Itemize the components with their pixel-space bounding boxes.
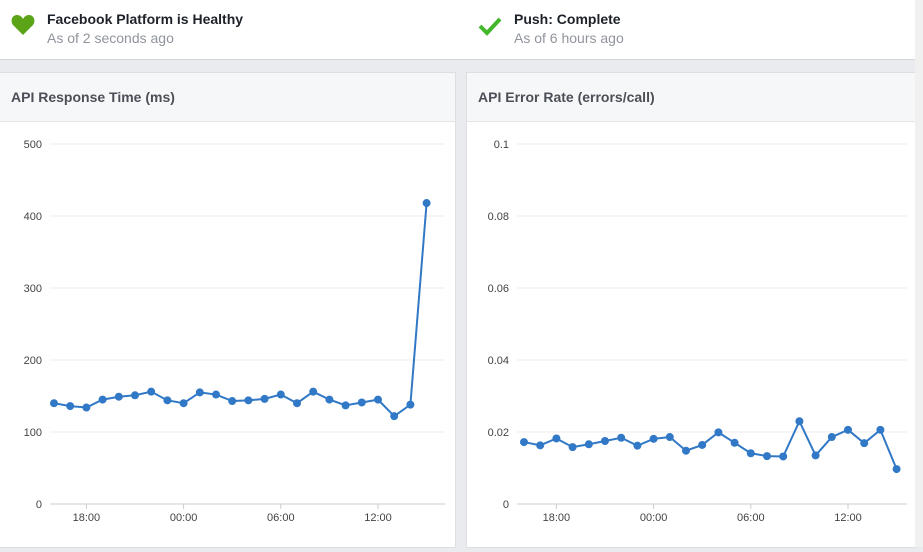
x-tick-label: 06:00: [737, 512, 765, 524]
data-point: [795, 417, 804, 426]
data-point: [568, 443, 577, 452]
data-point: [584, 440, 593, 449]
data-point: [212, 390, 220, 399]
data-point: [195, 388, 204, 397]
data-point: [422, 199, 431, 208]
data-point: [682, 446, 690, 455]
status-bar: Facebook Platform is Healthy As of 2 sec…: [0, 0, 923, 60]
data-point: [357, 398, 366, 407]
x-tick-label: 00:00: [170, 512, 198, 524]
data-point: [293, 399, 301, 408]
data-point: [714, 428, 723, 437]
data-point: [520, 438, 528, 447]
data-point: [228, 397, 237, 406]
push-status: Push: Complete As of 6 hours ago: [514, 11, 624, 46]
data-point: [536, 441, 545, 450]
data-point: [698, 440, 707, 449]
x-tick-label: 00:00: [640, 512, 668, 524]
error-rate-panel: API Error Rate (errors/call) 0 0.02 0.04 0.…: [466, 72, 916, 548]
y-tick-label: 0.1: [494, 139, 509, 151]
data-point: [665, 433, 674, 442]
data-point: [276, 390, 285, 399]
x-tick-label: 18:00: [73, 512, 101, 524]
data-point: [244, 396, 253, 405]
data-point: [617, 433, 626, 442]
series-line: [53, 202, 428, 418]
data-point: [131, 391, 139, 400]
heart-icon: [11, 15, 35, 35]
y-tick-label: 200: [24, 355, 42, 367]
data-point: [763, 452, 771, 461]
data-point: [374, 395, 382, 404]
push-status-title: Push: Complete: [514, 11, 621, 27]
x-tick-label: 06:00: [267, 512, 295, 524]
y-tick-label: 400: [24, 211, 42, 223]
data-point: [601, 437, 609, 445]
data-point: [406, 400, 415, 409]
x-tick-label: 12:00: [364, 512, 392, 524]
x-tick-label: 18:00: [543, 512, 571, 524]
y-tick-label: 100: [24, 427, 42, 439]
data-point: [179, 399, 188, 408]
y-tick-label: 0: [36, 499, 42, 511]
data-point: [779, 452, 788, 461]
series-line: [523, 418, 898, 470]
data-point: [163, 396, 172, 405]
push-status-time: As of 6 hours ago: [514, 30, 624, 46]
platform-status: Facebook Platform is Healthy As of 2 sec…: [47, 11, 243, 46]
y-tick-label: 0.08: [488, 211, 509, 223]
error-rate-chart: 0 0.02 0.04 0.06 0.08 0.1 18:00 00:00 06:00 12:00: [488, 139, 907, 524]
data-point: [98, 395, 107, 404]
data-point: [82, 403, 91, 412]
platform-status-title: Facebook Platform is Healthy: [47, 11, 244, 27]
data-point: [147, 387, 156, 396]
data-point: [730, 438, 739, 447]
scrollbar[interactable]: [915, 0, 923, 547]
data-point: [746, 449, 755, 458]
data-point: [844, 425, 852, 434]
y-tick-label: 300: [24, 283, 42, 295]
data-point: [325, 395, 334, 404]
y-tick-label: 0.06: [488, 283, 509, 295]
data-point: [260, 394, 269, 403]
data-point: [860, 439, 869, 448]
y-tick-label: 0.02: [488, 427, 509, 439]
data-point: [892, 465, 901, 474]
data-point: [552, 434, 561, 443]
data-point: [633, 441, 642, 450]
response-time-panel: API Response Time (ms) 0 100 200 300 400 500 1…: [0, 72, 456, 548]
x-tick-label: 12:00: [834, 512, 862, 524]
data-point: [827, 433, 836, 442]
platform-status-time: As of 2 seconds ago: [47, 30, 174, 46]
checkmark-icon: [478, 17, 502, 36]
y-tick-label: 0.04: [488, 355, 509, 367]
data-point: [649, 434, 658, 443]
data-point: [876, 425, 885, 434]
response-time-chart: 0 100 200 300 400 500 18:00 00:00 06:00 12:00: [24, 139, 445, 524]
panel-title: API Error Rate (errors/call): [467, 73, 915, 122]
data-point: [309, 387, 318, 396]
y-tick-label: 0: [503, 499, 509, 511]
panel-title: API Response Time (ms): [0, 73, 455, 122]
data-point: [811, 451, 820, 460]
data-point: [50, 399, 58, 408]
data-point: [66, 402, 75, 411]
y-tick-label: 500: [24, 139, 42, 151]
data-point: [114, 392, 123, 401]
data-point: [390, 412, 399, 421]
data-point: [341, 401, 350, 410]
